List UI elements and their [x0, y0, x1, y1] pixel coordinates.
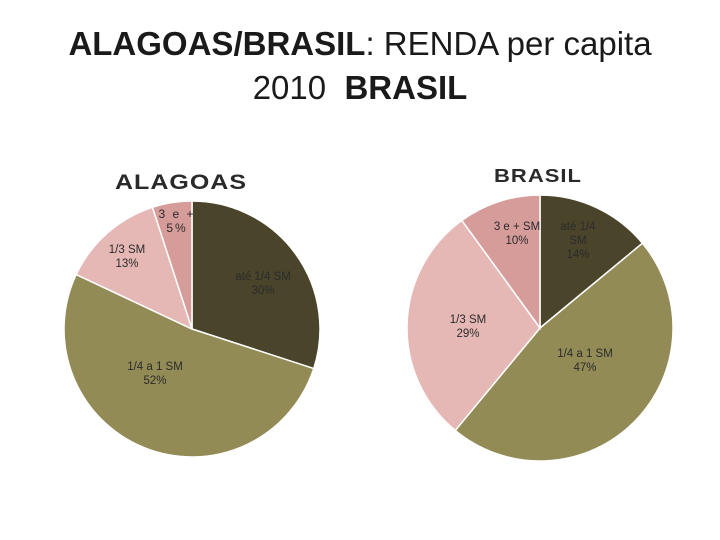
- label-value: 47%: [573, 362, 597, 374]
- label-brasil-3-e-mais: 3 e + SM 10%: [486, 220, 548, 248]
- pie-slice-brasil-0: [539, 194, 644, 330]
- label-alagoas-3-e-mais: 3 e +5%: [152, 207, 202, 235]
- label-brasil-1-4-a-1: 1/4 a 1 SM 47%: [545, 347, 625, 375]
- pie-brasil: [406, 194, 674, 462]
- label-alagoas-1-3: 1/3 SM 13%: [92, 243, 162, 271]
- pie-slice-brasil-3: [460, 194, 541, 331]
- title-year: 2010: [252, 69, 327, 106]
- label-alagoas-1-4-a-1: 1/4 a 1 SM 52%: [110, 360, 200, 388]
- pie-slice-brasil-1: [454, 242, 674, 462]
- label-text-2: SM: [569, 235, 587, 247]
- pie-slice-brasil-2: [406, 219, 541, 432]
- title-line-1: ALAGOAS/BRASIL: RENDA per capita: [0, 22, 720, 66]
- pie-slice-alagoas-0: [191, 200, 321, 370]
- label-alagoas-ate-1-4: até 1/4 SM 30%: [218, 270, 308, 298]
- label-value: 5%: [166, 221, 188, 235]
- label-brasil-1-3: 1/3 SM 29%: [433, 313, 503, 341]
- pie-alagoas: [63, 200, 321, 458]
- title-rest-1: : RENDA per capita: [365, 25, 652, 62]
- label-value: 10%: [505, 235, 529, 247]
- label-text: 1/4 a 1 SM: [557, 348, 613, 360]
- chart-title-alagoas: ALAGOAS: [115, 170, 247, 194]
- title-bold-1: ALAGOAS/BRASIL: [68, 25, 366, 62]
- label-brasil-ate-1-4: até 1/4 SM 14%: [545, 220, 611, 262]
- label-text: 3 e + SM: [493, 221, 541, 233]
- page-title: ALAGOAS/BRASIL: RENDA per capita 2010 BR…: [0, 22, 720, 110]
- pie-slice-alagoas-2: [75, 206, 194, 331]
- pie-slice-alagoas-3: [151, 200, 193, 330]
- label-text: até 1/4 SM: [235, 271, 291, 283]
- label-value: 13%: [115, 258, 139, 270]
- title-bold-2: BRASIL: [344, 69, 468, 106]
- label-text: 1/3 SM: [449, 314, 487, 326]
- label-text: até 1/4: [560, 221, 596, 233]
- label-text: 3 e +: [158, 207, 196, 221]
- chart-title-brasil: BRASIL: [494, 164, 582, 187]
- label-value: 14%: [566, 249, 590, 261]
- title-line-2: 2010 BRASIL: [0, 66, 720, 110]
- pie-slice-alagoas-1: [63, 273, 315, 458]
- label-value: 29%: [456, 328, 480, 340]
- label-text: 1/4 a 1 SM: [127, 361, 183, 373]
- label-value: 30%: [251, 285, 275, 297]
- label-text: 1/3 SM: [108, 244, 146, 256]
- label-value: 52%: [143, 375, 167, 387]
